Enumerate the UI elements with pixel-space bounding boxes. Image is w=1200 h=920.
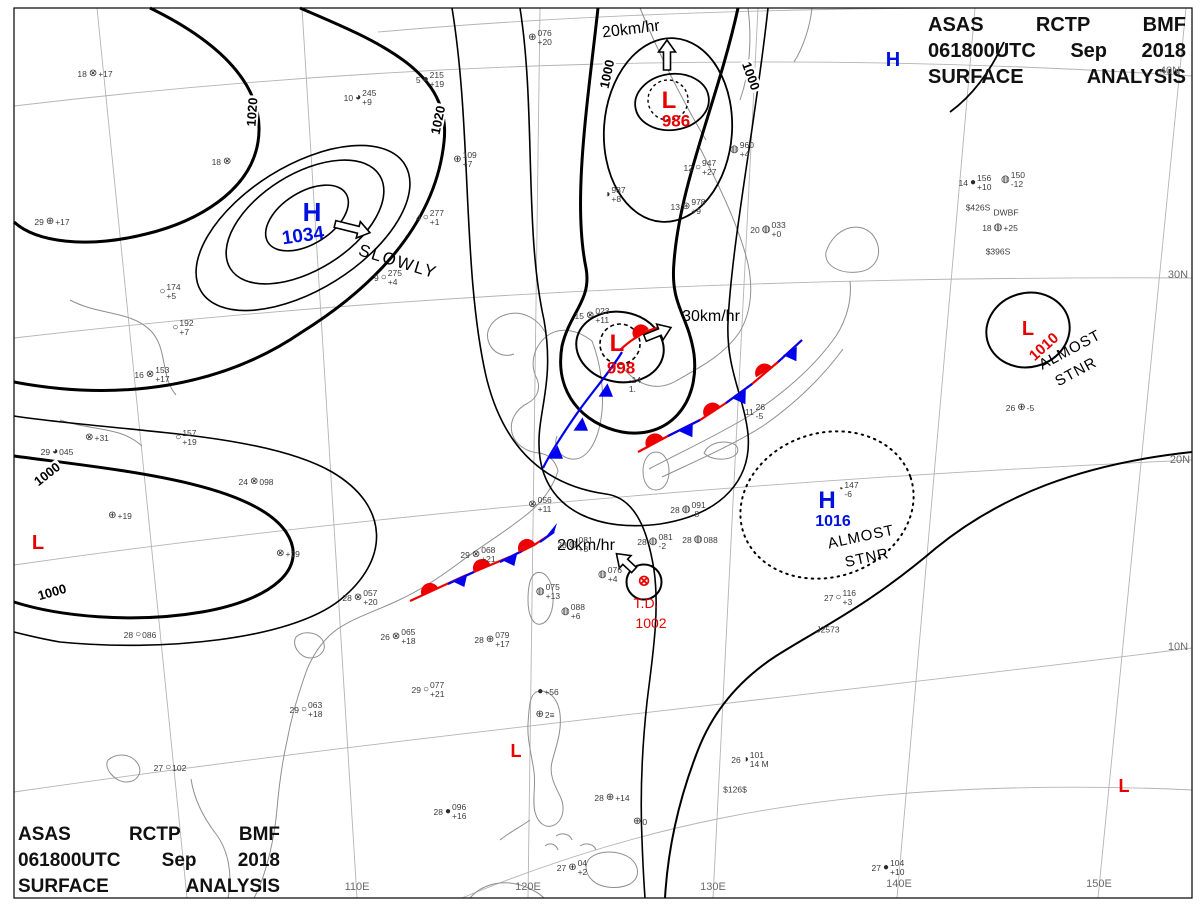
arrow-low-986 <box>656 38 678 71</box>
coast-kyushu <box>642 451 670 491</box>
coast-visayas <box>544 833 597 851</box>
isobar-low-998-dashed <box>599 323 641 365</box>
cold-front-triangle <box>502 553 518 566</box>
coast-gulf-thailand <box>190 778 231 899</box>
isobars <box>12 6 1193 899</box>
coast-borneo <box>469 882 545 899</box>
cold-front-yellow-sea <box>542 351 623 469</box>
graticule-grid <box>13 7 1193 899</box>
isobar-high-1034-ring1 <box>264 184 350 252</box>
cold-front-triangle <box>544 523 557 539</box>
coast-honshu-south <box>648 280 851 470</box>
isobar-low-998-ring <box>575 310 665 384</box>
coast-kuril <box>793 7 813 63</box>
cold-front-triangle <box>573 417 588 431</box>
isobar-low-986-ring2 <box>602 37 734 223</box>
warm-front-stub-l998 <box>619 324 661 351</box>
river-yellow <box>69 299 177 396</box>
lon-line-100e <box>96 7 188 899</box>
coastlines <box>59 7 880 899</box>
warm-front-semicircle <box>632 324 649 338</box>
isobar-southeast-sweep <box>664 451 1193 899</box>
coast-hainan <box>294 632 325 659</box>
isobar-1000-west-bulge <box>13 454 295 620</box>
warm-front-semicircle <box>703 402 721 417</box>
movement-arrows <box>333 38 678 574</box>
coast-luzon <box>527 690 564 827</box>
lon-line-140e <box>896 7 976 899</box>
island-small <box>106 754 141 783</box>
lat-line-45n <box>377 7 949 33</box>
coast-taiwan <box>527 571 554 625</box>
warm-front-semicircle <box>420 582 439 597</box>
isobar-1020-west <box>12 6 261 244</box>
warm-front-semicircle <box>472 558 491 573</box>
lat-line-40n <box>13 61 1193 107</box>
cold-front-triangle <box>732 389 746 405</box>
coast-sakhalin <box>739 7 751 101</box>
warm-front-semicircle <box>645 433 664 449</box>
warm-front-semicircle <box>517 538 536 553</box>
coast-bohai <box>487 312 548 356</box>
isobar-high-1034-ring3 <box>195 144 411 312</box>
stationary-front-japan <box>637 339 803 453</box>
arrow-td-1002 <box>615 552 638 574</box>
cold-front-triangle <box>452 574 468 587</box>
cold-front-triangle <box>548 445 563 459</box>
cold-front-triangle <box>783 346 797 362</box>
coast-primorye <box>623 147 752 387</box>
coast-ne-asia <box>639 7 707 141</box>
warm-front-semicircle <box>755 363 773 378</box>
fronts <box>409 324 803 602</box>
cold-front-triangle <box>598 383 613 397</box>
isobar-td-1002-ring <box>625 563 663 601</box>
stationary-front-taiwan-strait <box>409 523 557 602</box>
map-frame <box>13 7 1193 899</box>
lat-line-10n <box>13 647 1193 793</box>
lon-line-110e <box>301 7 358 899</box>
coast-palawan <box>499 819 531 841</box>
isobar-west-outer <box>13 415 378 647</box>
isobar-low-1010-ring <box>985 291 1071 369</box>
lon-line-150e <box>1097 7 1187 899</box>
lat-line-30n <box>13 277 1193 339</box>
coast-china-vietnam <box>253 329 593 899</box>
isobar-high-1034-ring2 <box>225 159 385 285</box>
isobar-trough-outer1 <box>519 7 769 527</box>
coast-mindanao <box>585 851 638 888</box>
cold-front-triangle <box>679 422 693 438</box>
isobar-trough-outer2 <box>451 7 657 899</box>
isobar-northeast-arc <box>949 41 1005 113</box>
isobar-1000-trough <box>559 7 740 435</box>
arrow-high-1034 <box>333 219 372 240</box>
coast-shikoku <box>703 441 739 460</box>
lat-line-5n <box>461 786 1193 899</box>
isobar-low-986-ring1 <box>634 72 710 132</box>
coast-honshu-north <box>661 348 844 478</box>
lon-line-130e <box>712 7 759 899</box>
isobar-low-986-dashed <box>647 79 689 121</box>
arrow-low-998 <box>642 322 673 343</box>
coast-hokkaido <box>825 226 880 273</box>
lat-line-20n <box>13 459 1193 566</box>
isobar-high-1016-dotted <box>739 430 915 580</box>
isobar-1020-east <box>13 6 447 392</box>
